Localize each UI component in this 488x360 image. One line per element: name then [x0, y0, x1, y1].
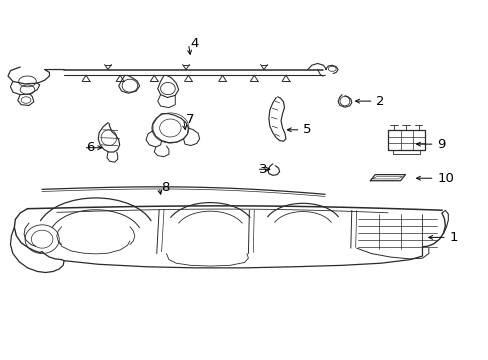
Text: 10: 10	[436, 172, 453, 185]
Text: 1: 1	[448, 231, 457, 244]
Text: 2: 2	[375, 95, 384, 108]
Text: 9: 9	[436, 138, 445, 150]
Text: 7: 7	[185, 113, 194, 126]
Text: 5: 5	[303, 123, 311, 136]
Text: 4: 4	[190, 37, 199, 50]
Text: 8: 8	[161, 181, 170, 194]
Text: 6: 6	[86, 141, 94, 154]
Text: 3: 3	[259, 163, 267, 176]
